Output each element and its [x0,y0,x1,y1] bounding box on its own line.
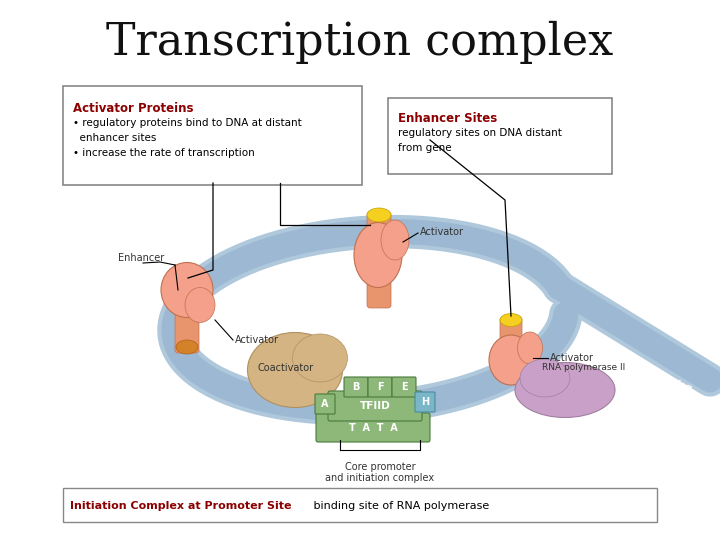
Text: regulatory sites on DNA distant: regulatory sites on DNA distant [398,128,562,138]
Text: enhancer sites: enhancer sites [73,133,156,143]
FancyBboxPatch shape [392,377,416,397]
FancyBboxPatch shape [368,377,392,397]
Text: H: H [421,397,429,407]
Text: from gene: from gene [398,143,451,153]
FancyBboxPatch shape [175,302,199,353]
Text: Transcription complex: Transcription complex [107,21,613,64]
Text: Initiation Complex at Promoter Site: Initiation Complex at Promoter Site [70,501,292,511]
Text: • regulatory proteins bind to DNA at distant: • regulatory proteins bind to DNA at dis… [73,118,302,128]
Ellipse shape [292,334,348,382]
FancyBboxPatch shape [500,317,522,368]
Ellipse shape [515,362,615,417]
Text: Coactivator: Coactivator [258,363,314,373]
Ellipse shape [381,220,409,260]
Text: A: A [321,399,329,409]
Text: • increase the rate of transcription: • increase the rate of transcription [73,148,255,158]
FancyBboxPatch shape [367,212,391,308]
Text: Activator: Activator [550,353,594,363]
Text: E: E [401,382,408,392]
Ellipse shape [176,340,198,354]
Ellipse shape [354,222,402,287]
FancyBboxPatch shape [63,488,657,522]
Ellipse shape [500,314,522,327]
FancyBboxPatch shape [63,86,362,185]
Text: Core promoter: Core promoter [345,462,415,472]
Ellipse shape [518,332,542,364]
Text: binding site of RNA polymerase: binding site of RNA polymerase [310,501,490,511]
Text: B: B [352,382,360,392]
Text: Coding region: Coding region [623,363,693,393]
Ellipse shape [248,333,343,408]
Text: RNA polymerase II: RNA polymerase II [542,363,625,373]
Ellipse shape [367,208,391,222]
Text: Activator: Activator [420,227,464,237]
Text: and initiation complex: and initiation complex [325,473,435,483]
Text: T  A  T  A: T A T A [348,423,397,433]
Text: Enhancer: Enhancer [118,253,164,263]
Ellipse shape [185,287,215,322]
Text: Activator: Activator [235,335,279,345]
FancyBboxPatch shape [328,391,422,421]
Text: Activator Proteins: Activator Proteins [73,102,194,115]
FancyBboxPatch shape [415,392,435,412]
FancyBboxPatch shape [388,98,612,174]
FancyBboxPatch shape [315,394,335,414]
Text: TFIID: TFIID [359,401,390,411]
Ellipse shape [520,359,570,397]
FancyBboxPatch shape [344,377,368,397]
Ellipse shape [489,335,533,385]
Ellipse shape [161,262,213,318]
Text: Enhancer Sites: Enhancer Sites [398,112,498,125]
FancyBboxPatch shape [316,413,430,442]
Text: F: F [377,382,383,392]
